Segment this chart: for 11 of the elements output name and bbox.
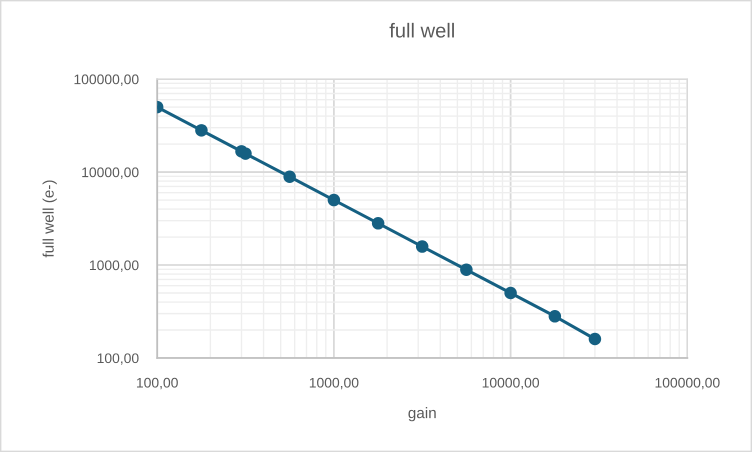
y-tick-label: 1000,00 (90, 260, 139, 272)
x-axis-title: gain (408, 407, 436, 422)
y-tick-label: 100000,00 (74, 74, 139, 86)
x-tick-label: 10000,00 (482, 378, 540, 390)
x-tick-label: 1000,00 (310, 378, 358, 390)
y-tick-label: 100,00 (98, 353, 139, 365)
y-tick-label: 10000,00 (82, 167, 139, 179)
chart-title: full well (390, 22, 454, 38)
y-axis-title: full well (e-) (42, 180, 57, 258)
x-tick-label: 100,00 (136, 378, 178, 390)
x-tick-label: 100000,00 (656, 378, 720, 390)
